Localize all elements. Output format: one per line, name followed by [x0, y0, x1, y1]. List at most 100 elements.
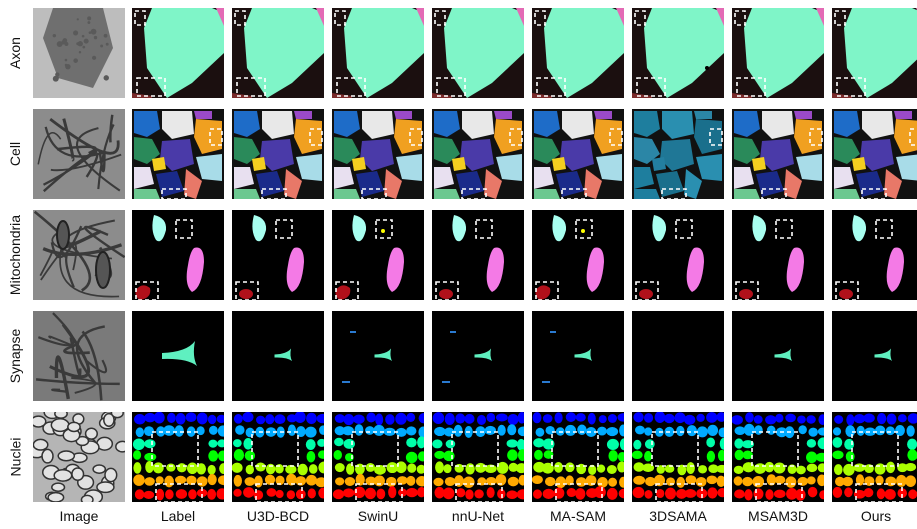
tile-nuclei-3dsama: [632, 412, 724, 502]
tile-synapse-u3d-bcd: [232, 311, 324, 401]
tile-image: [332, 210, 424, 300]
tile-image: [33, 311, 125, 401]
tile-image: [632, 109, 724, 199]
tile-image: [332, 109, 424, 199]
tile-image: [632, 412, 724, 502]
tile-cell-label: [132, 109, 224, 199]
tile-image: [432, 8, 524, 98]
tile-axon-image: [33, 8, 125, 98]
tile-nuclei-u3d-bcd: [232, 412, 324, 502]
tile-image: [832, 8, 917, 98]
tile-image: [732, 210, 824, 300]
column-label-label: Label: [160, 508, 196, 524]
tile-axon-ours: [832, 8, 917, 98]
tile-cell-u3d-bcd: [232, 109, 324, 199]
tile-image: [332, 412, 424, 502]
tile-image: [432, 210, 524, 300]
row-label-axon: Axon: [0, 8, 30, 98]
tile-nuclei-swinu: [332, 412, 424, 502]
tile-mitochondria-u3d-bcd: [232, 210, 324, 300]
column-label-msam3d: MSAM3D: [748, 508, 808, 524]
row-label-text: Cell: [7, 141, 23, 167]
tile-image: [132, 8, 224, 98]
tile-synapse-ours: [832, 311, 917, 401]
tile-mitochondria-image: [33, 210, 125, 300]
tile-mitochondria-msam3d: [732, 210, 824, 300]
tile-image: [632, 8, 724, 98]
tile-cell-image: [33, 109, 125, 199]
tile-image: [132, 311, 224, 401]
tile-mitochondria-nnu-net: [432, 210, 524, 300]
row-label-nuclei: Nuclei: [0, 412, 30, 502]
tile-image: [132, 210, 224, 300]
column-label-u3d-bcd: U3D-BCD: [246, 508, 310, 524]
tile-image: [732, 311, 824, 401]
tile-image: [832, 412, 917, 502]
tile-image: [432, 412, 524, 502]
tile-nuclei-nnu-net: [432, 412, 524, 502]
tile-image: [232, 311, 324, 401]
tile-image: [33, 8, 125, 98]
tile-image: [332, 311, 424, 401]
tile-image: [33, 412, 125, 502]
tile-axon-ma-sam: [532, 8, 624, 98]
tile-image: [732, 412, 824, 502]
tile-image: [632, 311, 724, 401]
tile-image: [532, 210, 624, 300]
tile-image: [832, 109, 917, 199]
column-label-image: Image: [59, 508, 99, 524]
tile-image: [132, 412, 224, 502]
tile-image: [432, 109, 524, 199]
tile-cell-ma-sam: [532, 109, 624, 199]
tile-image: [232, 412, 324, 502]
tile-cell-3dsama: [632, 109, 724, 199]
tile-cell-nnu-net: [432, 109, 524, 199]
tile-nuclei-msam3d: [732, 412, 824, 502]
tile-image: [332, 8, 424, 98]
tile-image: [232, 109, 324, 199]
tile-image: [632, 210, 724, 300]
tile-synapse-swinu: [332, 311, 424, 401]
tile-image: [532, 8, 624, 98]
tile-axon-3dsama: [632, 8, 724, 98]
tile-synapse-3dsama: [632, 311, 724, 401]
tile-image: [832, 311, 917, 401]
tile-image: [33, 210, 125, 300]
tile-image: [132, 109, 224, 199]
tile-mitochondria-label: [132, 210, 224, 300]
tile-axon-label: [132, 8, 224, 98]
tile-image: [732, 8, 824, 98]
row-label-text: Axon: [7, 37, 24, 69]
column-label-ours: Ours: [860, 508, 892, 524]
tile-synapse-label: [132, 311, 224, 401]
tile-axon-msam3d: [732, 8, 824, 98]
row-label-text: Mitochondria: [7, 214, 23, 296]
tile-cell-swinu: [332, 109, 424, 199]
tile-image: [832, 210, 917, 300]
tile-mitochondria-3dsama: [632, 210, 724, 300]
row-label-mitochondria: Mitochondria: [0, 210, 30, 300]
tile-synapse-image: [33, 311, 125, 401]
tile-cell-msam3d: [732, 109, 824, 199]
tile-nuclei-label: [132, 412, 224, 502]
tile-synapse-msam3d: [732, 311, 824, 401]
column-label-swinu: SwinU: [357, 508, 399, 524]
tile-image: [232, 210, 324, 300]
row-label-text: Synapse: [7, 328, 24, 384]
tile-synapse-nnu-net: [432, 311, 524, 401]
tile-axon-u3d-bcd: [232, 8, 324, 98]
tile-image: [432, 311, 524, 401]
column-label-3dsama: 3DSAMA: [649, 508, 707, 524]
row-label-cell: Cell: [0, 109, 30, 199]
tile-image: [232, 8, 324, 98]
tile-mitochondria-ma-sam: [532, 210, 624, 300]
column-label-nnu-net: nnU-Net: [451, 508, 505, 524]
tile-mitochondria-ours: [832, 210, 917, 300]
tile-nuclei-image: [33, 412, 125, 502]
tile-image: [532, 109, 624, 199]
tile-axon-nnu-net: [432, 8, 524, 98]
tile-image: [732, 109, 824, 199]
tile-nuclei-ours: [832, 412, 917, 502]
tile-synapse-ma-sam: [532, 311, 624, 401]
tile-nuclei-ma-sam: [532, 412, 624, 502]
